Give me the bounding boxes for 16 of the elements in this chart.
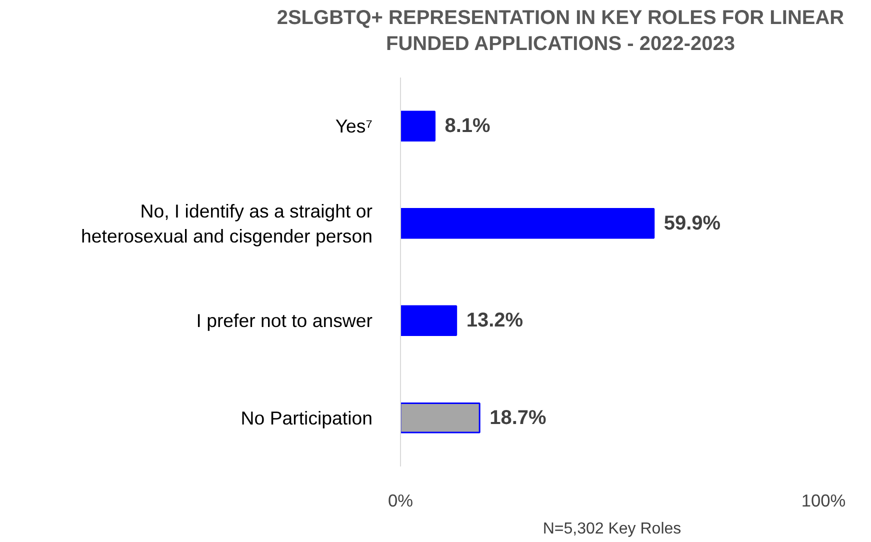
bar bbox=[400, 402, 480, 434]
data-label: 18.7% bbox=[490, 406, 547, 429]
bar bbox=[400, 208, 655, 239]
data-label: 59.9% bbox=[664, 212, 721, 234]
bar bbox=[400, 305, 458, 336]
y-tick-label: I prefer not to answer bbox=[196, 310, 373, 332]
text: N=5,302 Key Roles bbox=[542, 520, 682, 538]
bar bbox=[400, 110, 436, 142]
x-tick-label: 0% bbox=[388, 490, 414, 510]
x-tick-label: 100% bbox=[801, 490, 846, 510]
y-tick-label: No Participation bbox=[240, 407, 373, 428]
y-tick-label: Yes⁷ bbox=[335, 116, 373, 137]
chart-title: 2SLGBTQ+ REPRESENTATION IN KEY ROLES FOR LINEAR FUNDED APPLICATIONS - 2022-2023 bbox=[276, 6, 844, 57]
data-label: 13.2% bbox=[466, 310, 524, 332]
data-label: 8.1% bbox=[444, 115, 491, 138]
y-tick-label: No, I identify as a straight or heterosexual and cisgender person bbox=[81, 200, 373, 246]
